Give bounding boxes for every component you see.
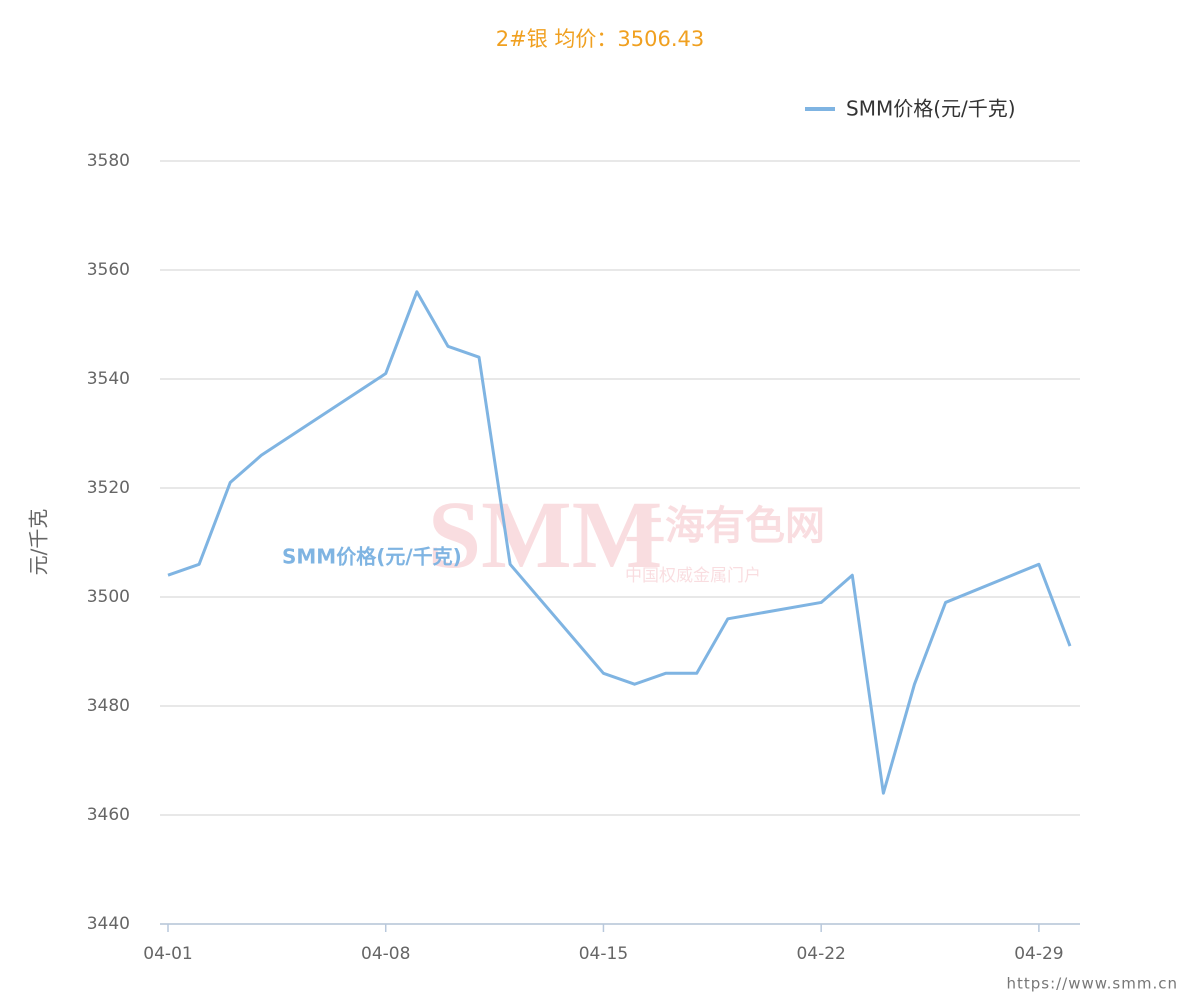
- y-tick-label: 3520: [87, 478, 130, 498]
- y-tick-label: 3480: [87, 696, 130, 716]
- watermark-text: 上海有色网: [625, 503, 825, 549]
- series-label: SMM价格(元/千克): [282, 545, 462, 569]
- chart-title: 2#银 均价：3506.43: [496, 27, 704, 51]
- y-tick-label: 3500: [87, 587, 130, 607]
- watermark: SMM 上海有色网 中国权威金属门户: [428, 481, 825, 588]
- watermark-subtext: 中国权威金属门户: [625, 566, 761, 586]
- y-tick-label: 3460: [87, 805, 130, 825]
- legend-label: SMM价格(元/千克): [846, 97, 1016, 121]
- x-tick-label: 04-29: [1014, 944, 1063, 964]
- line-series: [167, 290, 1072, 795]
- y-tick-label: 3560: [87, 260, 130, 280]
- y-axis-title: 元/千克: [27, 509, 51, 576]
- y-tick-label: 3540: [87, 369, 130, 389]
- x-tick-label: 04-08: [361, 944, 410, 964]
- x-tick-label: 04-22: [796, 944, 845, 964]
- watermark-logo: SMM: [428, 481, 663, 588]
- x-tick-label: 04-01: [143, 944, 192, 964]
- x-tick-label: 04-15: [579, 944, 628, 964]
- source-url: https://www.smm.cn: [1006, 975, 1178, 993]
- y-tick-label: 3440: [87, 914, 130, 934]
- y-tick-label: 3580: [87, 151, 130, 171]
